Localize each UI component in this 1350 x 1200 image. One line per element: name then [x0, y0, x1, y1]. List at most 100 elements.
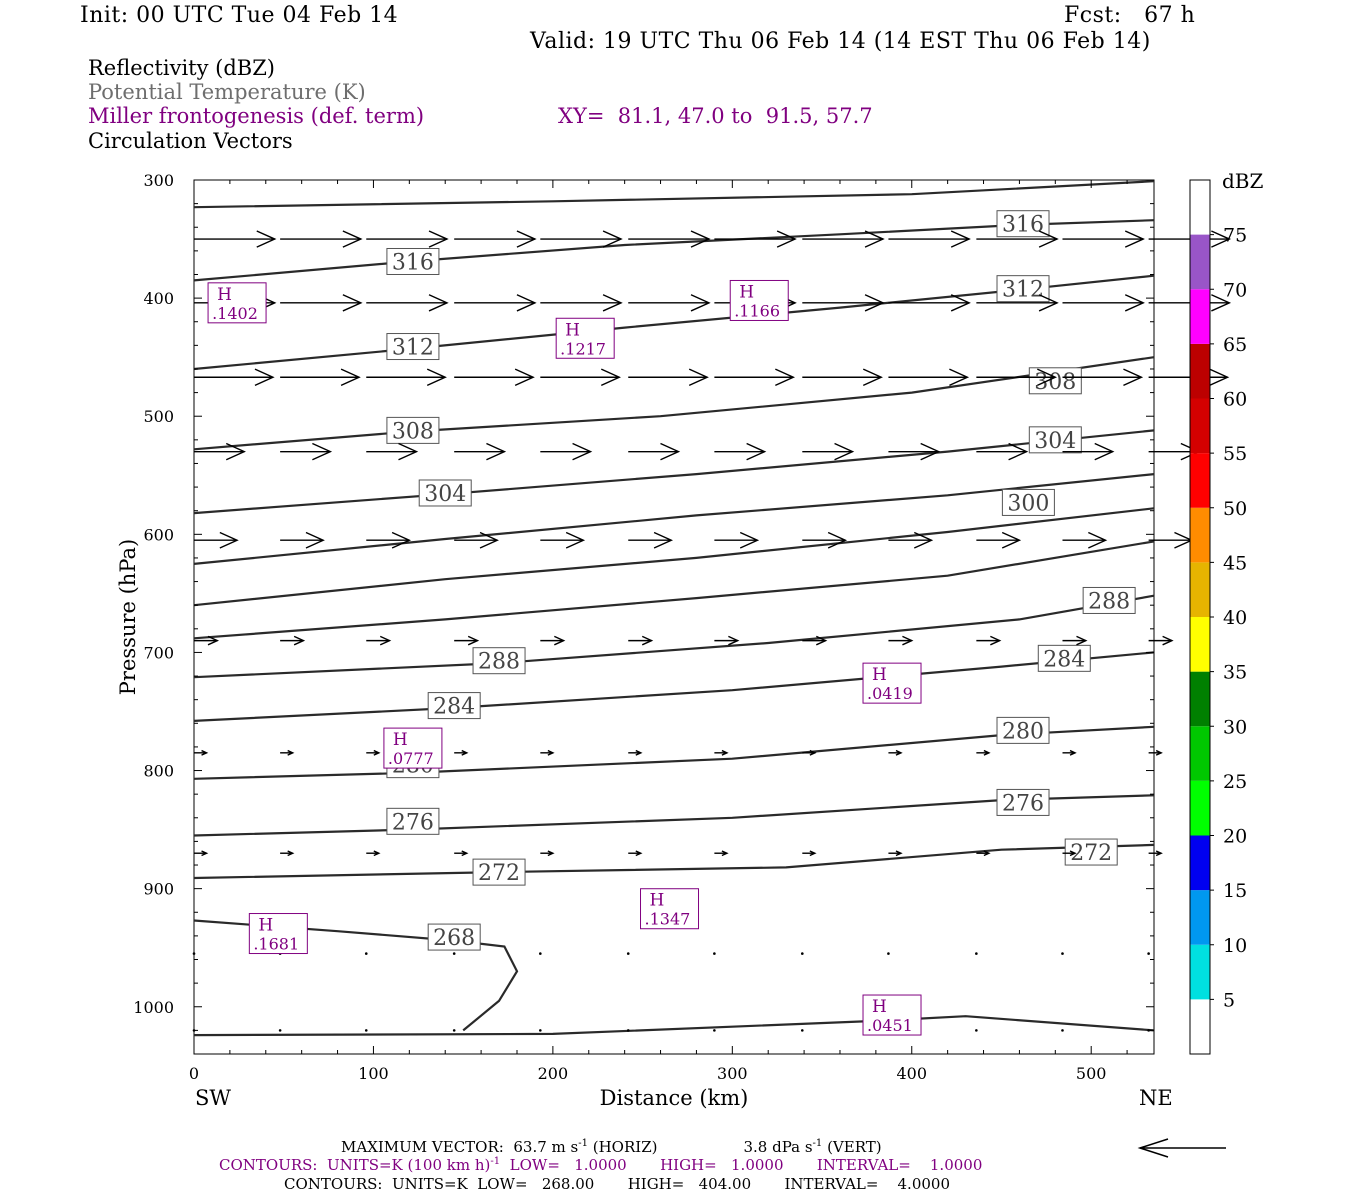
high-box	[383, 727, 443, 769]
vector-head	[514, 368, 535, 386]
vector-dot	[1147, 1029, 1150, 1032]
vector-dot	[975, 952, 978, 955]
contours-1-exponent: -1	[490, 1156, 501, 1167]
theta-label-box	[1064, 838, 1118, 866]
vector-head	[721, 749, 729, 756]
vector-dot	[278, 1029, 282, 1032]
colorbar-label: 65	[1223, 334, 1247, 356]
theta-contour-308	[193, 356, 1155, 451]
vector-head	[690, 294, 711, 312]
theta-contour-300	[193, 473, 1155, 565]
vector-head	[1124, 294, 1145, 312]
vector-head	[1162, 635, 1174, 646]
vector-head	[902, 635, 914, 646]
vector-head	[809, 749, 817, 756]
vector-head	[342, 230, 363, 248]
y-tick-label: 800	[143, 762, 174, 781]
colorbar-top-cell	[1190, 180, 1210, 235]
high-label: H	[872, 665, 887, 685]
colorbar-cell	[1190, 835, 1210, 891]
vector-head	[1209, 368, 1230, 386]
vector-head	[688, 368, 709, 386]
theta-contours: 3163163123123083083043043002882882842842…	[193, 180, 1155, 1037]
theta-label-box	[996, 210, 1050, 238]
high-label: H	[565, 320, 580, 340]
max-vector-vert-value: 3.8 dPa s	[743, 1138, 813, 1156]
vector-head	[428, 230, 449, 248]
y-tick-label: 500	[143, 407, 174, 426]
theta-contour-292	[193, 540, 1155, 640]
vector-dot	[1147, 952, 1150, 955]
vector-head	[862, 368, 883, 386]
theta-label: 284	[433, 695, 475, 720]
vector-head	[690, 230, 711, 248]
legend-vectors: Circulation Vectors	[88, 129, 293, 153]
theta-label: 280	[1002, 719, 1044, 744]
vector-head	[1211, 230, 1232, 248]
vector-head	[1123, 368, 1144, 386]
theta-label: 312	[392, 336, 434, 361]
vector-head	[1038, 294, 1059, 312]
vector-head	[816, 635, 828, 646]
colorbar-label: 40	[1223, 607, 1247, 629]
theta-label-box	[427, 923, 481, 951]
frontogenesis-highs: H.1402H.1217H.1166H.0419H.0777H.1347H.16…	[207, 279, 922, 1036]
theta-label: 276	[1002, 791, 1044, 816]
x-tick-label: 400	[896, 1064, 927, 1083]
vector-dot	[452, 1029, 456, 1032]
vector-head	[602, 230, 623, 248]
vector-head	[379, 635, 392, 646]
high-label: H	[650, 891, 665, 911]
x-endpoint-left: SW	[195, 1086, 231, 1110]
vector-head	[554, 635, 566, 646]
colorbar-label: 20	[1223, 826, 1247, 848]
theta-label-box	[386, 416, 440, 444]
max-vector-horiz-value: MAXIMUM VECTOR: 63.7 m s	[341, 1138, 579, 1156]
max-vector-line: MAXIMUM VECTOR: 63.7 m s-1 (HORIZ) 3.8 dP…	[341, 1138, 882, 1156]
vector-head	[983, 850, 991, 857]
vector-head	[660, 442, 681, 461]
vector-head	[1124, 230, 1145, 248]
vector-head	[201, 749, 209, 756]
y-tick-label: 300	[143, 171, 174, 190]
colorbar-label: 55	[1223, 443, 1247, 465]
theta-label-box	[1028, 426, 1082, 454]
vector-dot	[364, 952, 368, 955]
colorbar: 5 10 15 20 25 30 35 40 45 50 55 60 65 70 75	[1189, 179, 1247, 1055]
vector-head	[809, 850, 817, 857]
colorbar-label: 35	[1223, 662, 1247, 684]
vector-head	[635, 850, 643, 857]
colorbar-cell	[1190, 726, 1210, 781]
y-tick-label: 400	[143, 289, 174, 308]
x-axis-label: Distance (km)	[600, 1086, 749, 1110]
vector-head	[990, 635, 1002, 646]
max-vector-horiz-label: (HORIZ)	[587, 1138, 658, 1156]
high-box	[207, 282, 267, 324]
vector-head	[461, 850, 469, 857]
vector-head	[547, 749, 555, 756]
vector-head	[572, 442, 593, 461]
vector-head	[293, 635, 306, 646]
vector-head	[653, 531, 674, 549]
vector-head	[1155, 850, 1163, 857]
vector-head	[895, 850, 903, 857]
vector-head	[1037, 368, 1058, 386]
legend-miller: Miller frontogenesis (def. term)	[88, 104, 425, 128]
legend-theta: Potential Temperature (K)	[88, 80, 366, 104]
theta-label-box	[996, 716, 1050, 744]
colorbar-label: 10	[1223, 935, 1247, 957]
theta-label-box	[472, 647, 526, 675]
vector-head	[635, 749, 643, 756]
x-tick-label: 500	[1076, 1064, 1107, 1083]
vector-head	[201, 850, 209, 857]
theta-contour-272	[193, 843, 1155, 880]
high-value: .1347	[645, 910, 691, 929]
circulation-vectors	[192, 230, 1232, 1032]
vector-head	[1069, 850, 1077, 857]
vector-head	[305, 531, 325, 549]
vector-head	[1069, 749, 1077, 756]
theta-label-box	[386, 333, 440, 361]
colorbar-cell	[1190, 289, 1210, 344]
vector-head	[516, 294, 537, 312]
theta-label-box	[996, 788, 1050, 816]
